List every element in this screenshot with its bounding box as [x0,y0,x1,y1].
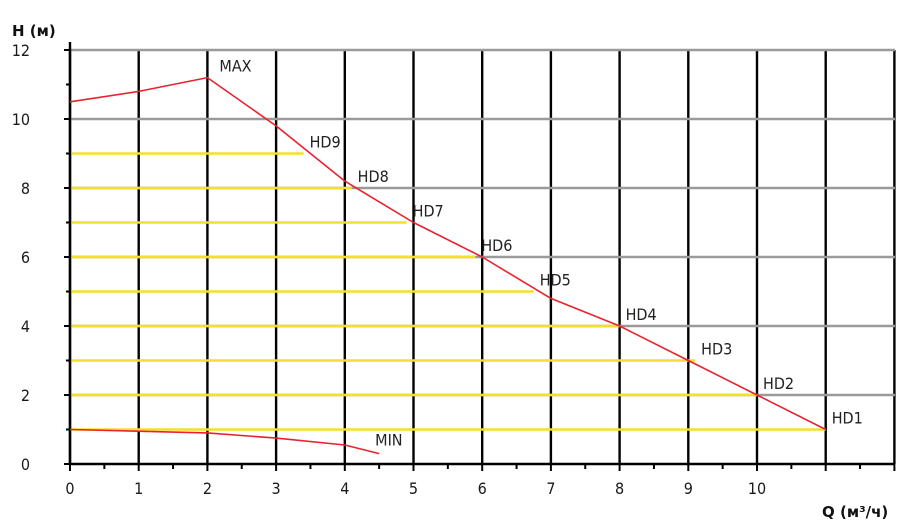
axes [64,42,896,471]
x-tick-label: 10 [748,479,766,498]
x-tick-label: 1 [134,479,143,498]
curve-label-min: MIN [375,431,402,450]
y-tick-label: 4 [21,317,30,336]
x-tick-label: 7 [546,479,555,498]
hd-label: HD6 [481,236,512,255]
y-axis-title: H (м) [12,22,56,40]
hd-label: HD1 [832,409,863,428]
x-axis-title: Q (м³/ч) [822,503,888,521]
curve-min [69,428,380,455]
hd-label: HD2 [763,374,794,393]
y-tick-label: 6 [21,248,30,267]
x-tick-label: 9 [684,479,693,498]
hd-label: HD3 [701,340,732,359]
hd-label: HD4 [626,305,657,324]
hd-label: HD8 [358,167,389,186]
y-tick-label: 12 [12,41,30,60]
x-tick-label: 2 [203,479,212,498]
hd-levels [70,152,826,431]
curve-max [69,76,827,431]
x-tick-label: 0 [65,479,74,498]
y-tick-label: 8 [21,179,30,198]
x-tick-label: 6 [478,479,487,498]
hd-label: HD5 [540,271,571,290]
hd-label: HD7 [413,202,444,221]
curves [69,76,827,455]
x-tick-label: 3 [272,479,281,498]
hd-label: HD9 [310,133,341,152]
curve-label-max: MAX [219,57,251,76]
x-tick-label: 4 [340,479,349,498]
y-tick-label: 10 [12,110,30,129]
y-tick-label: 2 [21,386,30,405]
x-tick-label: 5 [409,479,418,498]
x-tick-label: 8 [615,479,624,498]
y-tick-label: 0 [21,455,30,474]
